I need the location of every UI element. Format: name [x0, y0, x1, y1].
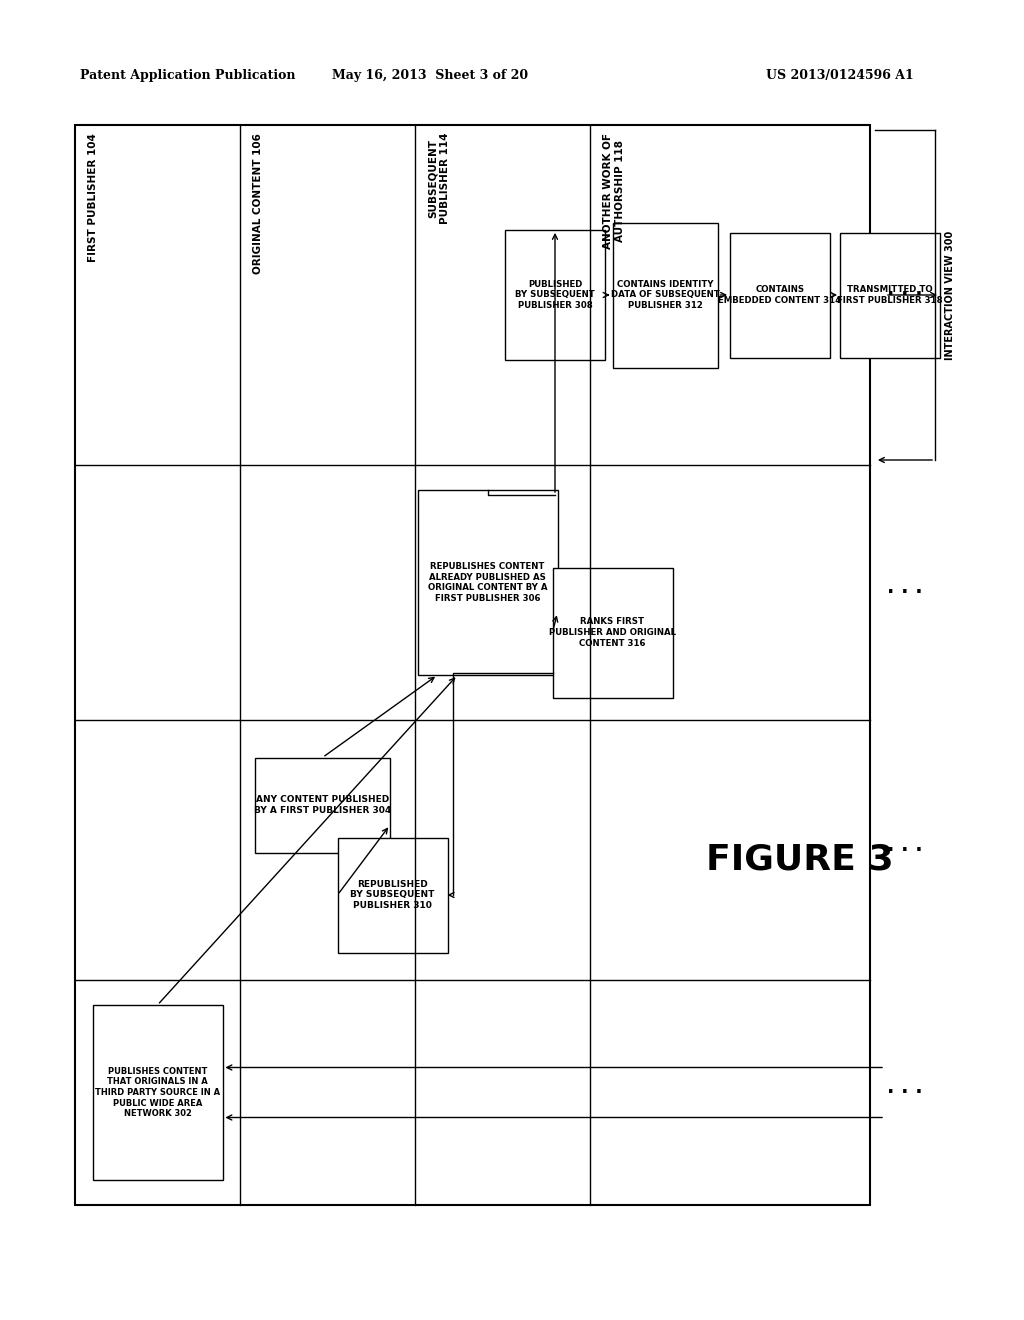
Text: ANOTHER WORK OF
AUTHORSHIP 118: ANOTHER WORK OF AUTHORSHIP 118: [603, 133, 625, 249]
Text: CONTAINS
EMBEDDED CONTENT 314: CONTAINS EMBEDDED CONTENT 314: [719, 285, 842, 305]
Text: ANY CONTENT PUBLISHED
BY A FIRST PUBLISHER 304: ANY CONTENT PUBLISHED BY A FIRST PUBLISH…: [254, 795, 391, 814]
Text: FIGURE 3: FIGURE 3: [707, 843, 894, 876]
Text: SUBSEQUENT
PUBLISHER 114: SUBSEQUENT PUBLISHER 114: [428, 133, 450, 224]
Bar: [505, 230, 605, 360]
Bar: [612, 223, 718, 367]
Text: TRANSMITTED TO
FIRST PUBLISHER 318: TRANSMITTED TO FIRST PUBLISHER 318: [838, 285, 943, 305]
Text: REPUBLISHES CONTENT
ALREADY PUBLISHED AS
ORIGINAL CONTENT BY A
FIRST PUBLISHER 3: REPUBLISHES CONTENT ALREADY PUBLISHED AS…: [428, 562, 547, 603]
Text: PUBLISHED
BY SUBSEQUENT
PUBLISHER 308: PUBLISHED BY SUBSEQUENT PUBLISHER 308: [515, 280, 595, 310]
Bar: [840, 232, 940, 358]
Bar: [75, 125, 870, 1205]
Text: May 16, 2013  Sheet 3 of 20: May 16, 2013 Sheet 3 of 20: [332, 69, 528, 82]
Text: PUBLISHES CONTENT
THAT ORIGINALS IN A
THIRD PARTY SOURCE IN A
PUBLIC WIDE AREA
N: PUBLISHES CONTENT THAT ORIGINALS IN A TH…: [95, 1067, 220, 1118]
Text: ORIGINAL CONTENT 106: ORIGINAL CONTENT 106: [253, 133, 263, 273]
Text: · · ·: · · ·: [887, 841, 923, 859]
Text: · · ·: · · ·: [887, 583, 923, 602]
Bar: [255, 758, 390, 853]
Bar: [730, 232, 830, 358]
Text: · · ·: · · ·: [887, 285, 923, 305]
Bar: [553, 568, 673, 697]
Text: FIRST PUBLISHER 104: FIRST PUBLISHER 104: [88, 133, 98, 261]
Bar: [418, 490, 557, 675]
Text: Patent Application Publication: Patent Application Publication: [80, 69, 296, 82]
Bar: [338, 837, 447, 953]
Text: CONTAINS IDENTITY
DATA OF SUBSEQUENT
PUBLISHER 312: CONTAINS IDENTITY DATA OF SUBSEQUENT PUB…: [610, 280, 720, 310]
Text: · · ·: · · ·: [887, 1082, 923, 1102]
Text: RANKS FIRST
PUBLISHER AND ORIGINAL
CONTENT 316: RANKS FIRST PUBLISHER AND ORIGINAL CONTE…: [549, 618, 676, 648]
Text: REPUBLISHED
BY SUBSEQUENT
PUBLISHER 310: REPUBLISHED BY SUBSEQUENT PUBLISHER 310: [350, 879, 434, 911]
Text: INTERACTION VIEW 300: INTERACTION VIEW 300: [945, 231, 955, 359]
Bar: [92, 1005, 222, 1180]
Text: US 2013/0124596 A1: US 2013/0124596 A1: [766, 69, 913, 82]
